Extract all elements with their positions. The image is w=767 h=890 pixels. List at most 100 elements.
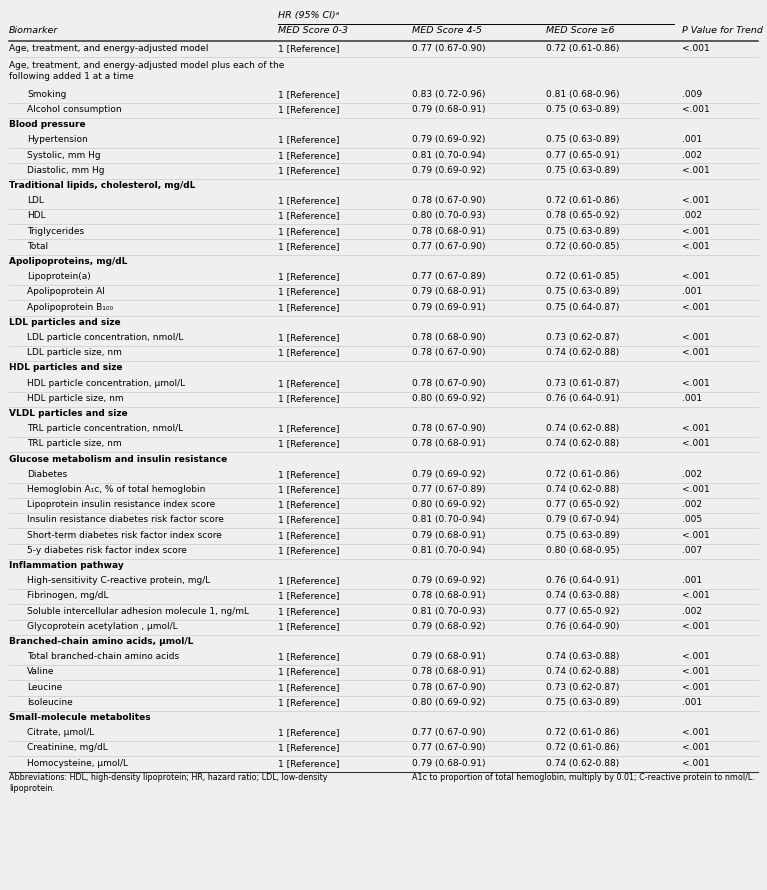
Text: 1 [Reference]: 1 [Reference] xyxy=(278,500,340,509)
Text: Glycoprotein acetylation , μmol/L: Glycoprotein acetylation , μmol/L xyxy=(27,622,178,631)
Text: 0.77 (0.67-0.90): 0.77 (0.67-0.90) xyxy=(412,44,486,53)
Text: Isoleucine: Isoleucine xyxy=(27,698,73,707)
Text: Diabetes: Diabetes xyxy=(27,470,67,479)
Text: <.001: <.001 xyxy=(682,652,709,661)
Text: 1 [Reference]: 1 [Reference] xyxy=(278,333,340,342)
Text: Blood pressure: Blood pressure xyxy=(9,120,86,129)
Text: <.001: <.001 xyxy=(682,683,709,692)
Text: 0.79 (0.69-0.92): 0.79 (0.69-0.92) xyxy=(412,577,486,586)
Text: 1 [Reference]: 1 [Reference] xyxy=(278,683,340,692)
Text: .001: .001 xyxy=(682,577,702,586)
Text: 0.81 (0.70-0.94): 0.81 (0.70-0.94) xyxy=(412,515,486,524)
Text: 0.79 (0.69-0.92): 0.79 (0.69-0.92) xyxy=(412,470,486,479)
Text: 1 [Reference]: 1 [Reference] xyxy=(278,592,340,601)
Text: 0.79 (0.68-0.92): 0.79 (0.68-0.92) xyxy=(412,622,486,631)
Text: 1 [Reference]: 1 [Reference] xyxy=(278,743,340,753)
Text: Alcohol consumption: Alcohol consumption xyxy=(27,105,122,114)
Text: 1 [Reference]: 1 [Reference] xyxy=(278,272,340,281)
Text: 0.77 (0.67-0.90): 0.77 (0.67-0.90) xyxy=(412,242,486,251)
Text: .009: .009 xyxy=(682,90,702,99)
Text: <.001: <.001 xyxy=(682,348,709,357)
Text: 0.75 (0.63-0.89): 0.75 (0.63-0.89) xyxy=(546,287,620,296)
Text: 0.72 (0.60-0.85): 0.72 (0.60-0.85) xyxy=(546,242,620,251)
Text: <.001: <.001 xyxy=(682,592,709,601)
Text: Glucose metabolism and insulin resistance: Glucose metabolism and insulin resistanc… xyxy=(9,455,227,464)
Text: <.001: <.001 xyxy=(682,242,709,251)
Text: 0.81 (0.70-0.94): 0.81 (0.70-0.94) xyxy=(412,150,486,159)
Text: HR (95% CI)ᵃ: HR (95% CI)ᵃ xyxy=(278,11,339,20)
Text: 0.76 (0.64-0.91): 0.76 (0.64-0.91) xyxy=(546,394,620,403)
Text: Short-term diabetes risk factor index score: Short-term diabetes risk factor index sc… xyxy=(27,530,222,539)
Text: Hypertension: Hypertension xyxy=(27,135,87,144)
Text: 0.72 (0.61-0.86): 0.72 (0.61-0.86) xyxy=(546,197,620,206)
Text: HDL particles and size: HDL particles and size xyxy=(9,363,123,373)
Text: 0.74 (0.62-0.88): 0.74 (0.62-0.88) xyxy=(546,348,619,357)
Text: Systolic, mm Hg: Systolic, mm Hg xyxy=(27,150,100,159)
Text: TRL particle size, nm: TRL particle size, nm xyxy=(27,440,122,449)
Text: 0.74 (0.63-0.88): 0.74 (0.63-0.88) xyxy=(546,592,620,601)
Text: <.001: <.001 xyxy=(682,227,709,236)
Text: 0.79 (0.68-0.91): 0.79 (0.68-0.91) xyxy=(412,530,486,539)
Text: Total: Total xyxy=(27,242,48,251)
Text: 0.77 (0.65-0.92): 0.77 (0.65-0.92) xyxy=(546,607,620,616)
Text: Small-molecule metabolites: Small-molecule metabolites xyxy=(9,713,150,722)
Text: 0.81 (0.70-0.93): 0.81 (0.70-0.93) xyxy=(412,607,486,616)
Text: Apolipoprotein B₁₀₀: Apolipoprotein B₁₀₀ xyxy=(27,303,113,312)
Text: 0.75 (0.63-0.89): 0.75 (0.63-0.89) xyxy=(546,530,620,539)
Text: HDL: HDL xyxy=(27,212,45,221)
Text: 0.74 (0.62-0.88): 0.74 (0.62-0.88) xyxy=(546,485,619,494)
Text: 0.75 (0.63-0.89): 0.75 (0.63-0.89) xyxy=(546,698,620,707)
Text: 1 [Reference]: 1 [Reference] xyxy=(278,668,340,676)
Text: 0.78 (0.68-0.91): 0.78 (0.68-0.91) xyxy=(412,227,486,236)
Text: 0.75 (0.64-0.87): 0.75 (0.64-0.87) xyxy=(546,303,620,312)
Text: Lipoprotein insulin resistance index score: Lipoprotein insulin resistance index sco… xyxy=(27,500,216,509)
Text: 1 [Reference]: 1 [Reference] xyxy=(278,546,340,554)
Text: 1 [Reference]: 1 [Reference] xyxy=(278,515,340,524)
Text: Citrate, μmol/L: Citrate, μmol/L xyxy=(27,728,94,737)
Text: .002: .002 xyxy=(682,470,702,479)
Text: 1 [Reference]: 1 [Reference] xyxy=(278,698,340,707)
Text: Valine: Valine xyxy=(27,668,54,676)
Text: 0.81 (0.68-0.96): 0.81 (0.68-0.96) xyxy=(546,90,620,99)
Text: 1 [Reference]: 1 [Reference] xyxy=(278,470,340,479)
Text: .002: .002 xyxy=(682,150,702,159)
Text: 1 [Reference]: 1 [Reference] xyxy=(278,577,340,586)
Text: 0.78 (0.68-0.90): 0.78 (0.68-0.90) xyxy=(412,333,486,342)
Text: 0.81 (0.70-0.94): 0.81 (0.70-0.94) xyxy=(412,546,486,554)
Text: 0.79 (0.67-0.94): 0.79 (0.67-0.94) xyxy=(546,515,620,524)
Text: 1 [Reference]: 1 [Reference] xyxy=(278,135,340,144)
Text: Branched-chain amino acids, μmol/L: Branched-chain amino acids, μmol/L xyxy=(9,637,193,646)
Text: 1 [Reference]: 1 [Reference] xyxy=(278,530,340,539)
Text: <.001: <.001 xyxy=(682,668,709,676)
Text: LDL particle concentration, nmol/L: LDL particle concentration, nmol/L xyxy=(27,333,183,342)
Text: <.001: <.001 xyxy=(682,105,709,114)
Text: Lipoprotein(a): Lipoprotein(a) xyxy=(27,272,91,281)
Text: Fibrinogen, mg/dL: Fibrinogen, mg/dL xyxy=(27,592,108,601)
Text: 1 [Reference]: 1 [Reference] xyxy=(278,166,340,175)
Text: 0.78 (0.67-0.90): 0.78 (0.67-0.90) xyxy=(412,348,486,357)
Text: 0.76 (0.64-0.91): 0.76 (0.64-0.91) xyxy=(546,577,620,586)
Text: 0.77 (0.67-0.89): 0.77 (0.67-0.89) xyxy=(412,485,486,494)
Text: .002: .002 xyxy=(682,212,702,221)
Text: .005: .005 xyxy=(682,515,702,524)
Text: Leucine: Leucine xyxy=(27,683,62,692)
Text: HDL particle size, nm: HDL particle size, nm xyxy=(27,394,123,403)
Text: 1 [Reference]: 1 [Reference] xyxy=(278,348,340,357)
Text: MED Score 4-5: MED Score 4-5 xyxy=(412,26,482,35)
Text: 1 [Reference]: 1 [Reference] xyxy=(278,212,340,221)
Text: 0.75 (0.63-0.89): 0.75 (0.63-0.89) xyxy=(546,166,620,175)
Text: <.001: <.001 xyxy=(682,485,709,494)
Text: Total branched-chain amino acids: Total branched-chain amino acids xyxy=(27,652,179,661)
Text: 0.77 (0.67-0.90): 0.77 (0.67-0.90) xyxy=(412,743,486,753)
Text: 0.79 (0.69-0.91): 0.79 (0.69-0.91) xyxy=(412,303,486,312)
Text: <.001: <.001 xyxy=(682,44,709,53)
Text: 0.73 (0.62-0.87): 0.73 (0.62-0.87) xyxy=(546,333,620,342)
Text: 1 [Reference]: 1 [Reference] xyxy=(278,622,340,631)
Text: 1 [Reference]: 1 [Reference] xyxy=(278,303,340,312)
Text: <.001: <.001 xyxy=(682,743,709,753)
Text: 0.79 (0.68-0.91): 0.79 (0.68-0.91) xyxy=(412,105,486,114)
Text: MED Score 0-3: MED Score 0-3 xyxy=(278,26,348,35)
Text: Triglycerides: Triglycerides xyxy=(27,227,84,236)
Text: .002: .002 xyxy=(682,500,702,509)
Text: 0.80 (0.69-0.92): 0.80 (0.69-0.92) xyxy=(412,394,486,403)
